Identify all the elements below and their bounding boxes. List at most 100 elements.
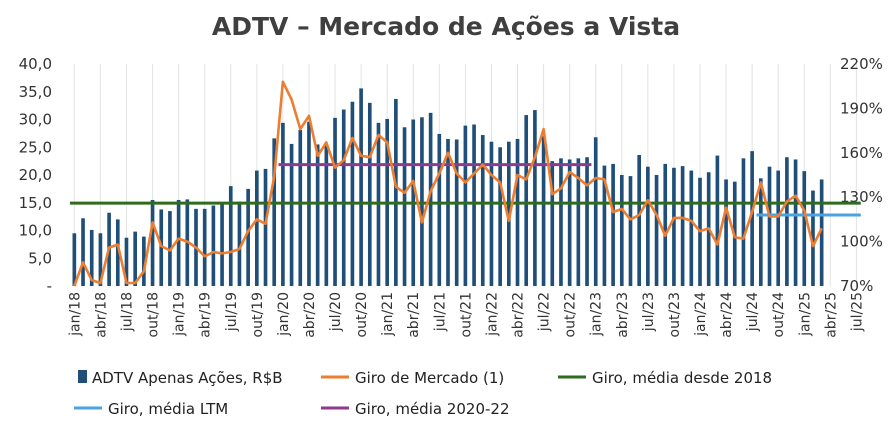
y-left-tick-label: 40,0 [19,55,52,73]
x-tick-label: out/19 [250,292,266,337]
x-tick-label: jul/19 [224,292,240,332]
chart-title: ADTV – Mercado de Ações a Vista [211,12,681,41]
y-right-tick-label: 190% [840,99,883,117]
adtv-bar [341,109,346,286]
adtv-bar [463,125,468,286]
adtv-bar [680,166,685,286]
x-tick-label: abr/21 [406,292,422,338]
x-tick-label: jul/20 [328,292,344,332]
y-left-tick-label: - [47,277,52,295]
adtv-bar [619,175,624,286]
adtv-bar [715,155,720,286]
adtv-bar [176,199,181,286]
legend-label: Giro, média LTM [108,400,228,418]
x-tick-label: jan/24 [693,292,709,337]
y-left-tick-label: 5,0 [28,249,52,267]
x-tick-label: jan/23 [589,292,605,337]
x-tick-label: jul/23 [641,292,657,332]
adtv-bar [202,208,207,286]
adtv-bar [628,176,633,286]
adtv-bar [663,163,668,286]
adtv-bar [402,127,407,287]
adtv-bar [585,157,589,286]
adtv-bar [741,158,746,286]
adtv-bar [472,124,476,287]
x-tick-label: jul/18 [119,292,135,332]
adtv-bar [793,159,798,286]
adtv-bar [350,101,355,287]
adtv-bar [672,167,676,286]
adtv-bar [498,147,502,286]
adtv-bar [298,130,303,286]
adtv-bar [593,137,598,286]
adtv-bar [289,143,294,286]
adtv-bar [150,199,155,286]
adtv-bar [767,166,772,286]
adtv-bar [211,205,216,286]
adtv-bar [689,170,694,286]
adtv-bar [480,135,485,286]
adtv-bar [541,136,546,286]
x-tick-label: out/24 [771,292,787,338]
x-tick-label: out/22 [563,292,579,337]
adtv-bar [142,236,146,286]
adtv-bar [263,168,268,286]
adtv-bar [559,158,563,286]
adtv-bar [255,170,259,286]
x-tick-label: jan/25 [797,292,813,337]
x-tick-label: out/23 [667,292,683,337]
x-tick-label: abr/24 [719,292,735,338]
x-tick-label: jan/18 [67,292,83,337]
adtv-bar [646,166,650,286]
x-tick-label: out/20 [354,292,370,337]
adtv-bar [759,178,763,286]
adtv-bar [237,201,242,286]
y-left-tick-label: 25,0 [19,138,52,156]
y-right-tick-label: 160% [840,144,883,162]
x-tick-label: abr/25 [823,292,839,338]
legend-label: Giro de Mercado (1) [355,369,504,387]
adtv-bar [602,165,607,286]
adtv-bar [228,186,233,286]
adtv-bar [367,102,372,286]
x-tick-label: jan/19 [172,292,188,337]
adtv-bar [611,163,615,286]
adtv-bar [724,179,728,286]
y-right-tick-label: 220% [840,55,883,73]
x-tick-label: jul/22 [537,292,553,332]
y-right-tick-label: 100% [840,233,883,251]
adtv-bar [576,158,581,286]
x-tick-label: abr/20 [302,292,318,338]
adtv-bar [533,110,537,286]
adtv-bar [802,171,807,286]
legend-swatch-bar [78,370,87,383]
adtv-bar [819,179,824,286]
x-tick-label: abr/18 [93,292,109,338]
adtv-bar [454,139,459,286]
adtv-bar [785,157,789,286]
adtv-bar [89,229,94,286]
legend-label: Giro, média 2020-22 [355,400,510,418]
adtv-bar [394,98,398,286]
legend-label: ADTV Apenas Ações, R$B [92,369,283,387]
adtv-bar [550,161,555,286]
adtv-bar [246,188,250,286]
x-tick-label: abr/23 [615,292,631,338]
adtv-bar [272,138,277,286]
adtv-bar [115,219,120,286]
x-tick-label: out/18 [146,292,162,337]
adtv-bar [811,190,815,286]
x-tick-label: out/21 [458,292,474,337]
adtv-bar [515,138,520,286]
adtv-bar [98,233,103,286]
adtv-bar [133,231,137,286]
y-right-tick-label: 70% [840,277,873,295]
y-left-tick-label: 10,0 [19,222,52,240]
adtv-bar [776,170,781,286]
adtv-bar [220,202,224,286]
x-tick-label: jan/20 [276,292,292,337]
y-left-tick-label: 20,0 [19,166,52,184]
y-left-tick-label: 35,0 [19,83,52,101]
adtv-bar [324,145,329,286]
